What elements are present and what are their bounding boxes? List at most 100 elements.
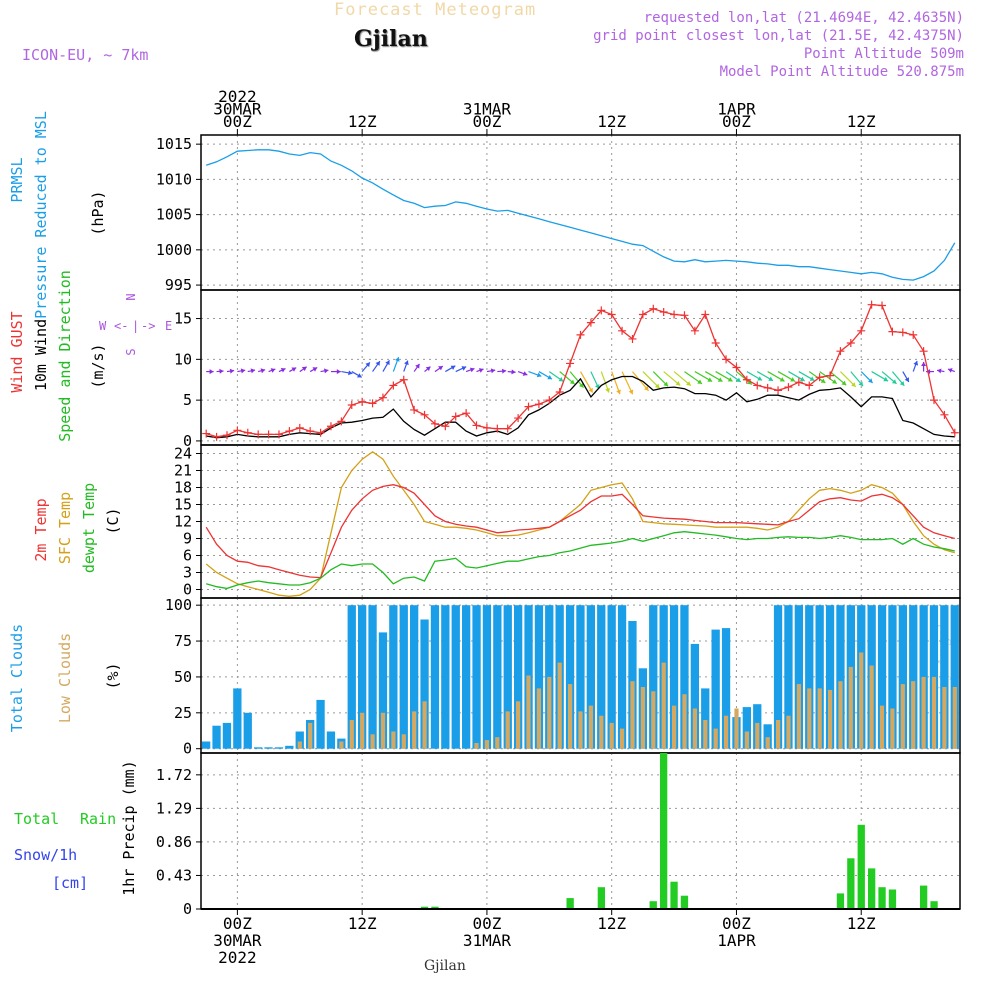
wind-arrow-head <box>579 382 584 388</box>
wind-gust-marker <box>326 422 335 431</box>
low-cloud-bar <box>401 734 406 749</box>
total-cloud-bar <box>649 605 658 749</box>
low-cloud-bar <box>786 715 791 749</box>
total-cloud-bar <box>763 724 772 749</box>
low-cloud-bar <box>495 737 500 749</box>
wind-arrow-head <box>240 368 246 374</box>
total-cloud-bar <box>347 605 356 749</box>
y-tick-label-wind: 0 <box>183 432 192 450</box>
wind-arrow-head <box>425 366 431 372</box>
panel-frame-pressure <box>200 134 961 291</box>
wind-arrow-head <box>250 368 256 374</box>
wind-gust-marker <box>347 401 356 410</box>
wind-arrow-head <box>219 368 224 374</box>
wind-gust-marker <box>888 327 897 336</box>
precip-total-label: Total <box>14 810 59 828</box>
time-tick-label-top: 00Z <box>472 112 501 131</box>
wind-gust-marker <box>742 375 751 384</box>
pressure-label-long: Pressure Reduced to MSL <box>32 111 50 319</box>
wind-gust-marker <box>389 381 398 390</box>
y-tick-label-temperature: 24 <box>174 445 192 463</box>
y-tick-label-clouds: 100 <box>165 596 192 614</box>
wind-arrow-head <box>790 377 795 382</box>
wind-gust-marker <box>243 428 252 437</box>
wind-arrow-head <box>937 368 942 374</box>
total-cloud-bar <box>514 605 523 749</box>
wind-gust-marker <box>212 432 221 441</box>
y-tick-label-pressure: 1000 <box>156 241 192 259</box>
wind-direction-label: Speed and Direction <box>56 270 74 442</box>
low-cloud-bar <box>692 708 697 749</box>
wind-gust-marker <box>649 304 658 313</box>
wind-arrow-head <box>348 370 353 376</box>
wind-arrow-head <box>511 369 516 375</box>
wind-arrow <box>579 371 594 393</box>
wind-gust-marker <box>753 381 762 390</box>
compass-arrow-left: <- <box>114 319 128 333</box>
wind-gust-marker <box>763 383 772 392</box>
low-cloud-bar <box>890 708 895 749</box>
wind-gust-marker <box>576 330 585 339</box>
wind-gust-line <box>206 304 956 438</box>
low-cloud-bar <box>859 652 864 749</box>
y-tick-label-temperature: 6 <box>183 547 192 565</box>
total-cloud-bar <box>877 605 887 749</box>
wind-gust-marker <box>441 422 450 431</box>
y-tick-label-clouds: 25 <box>174 704 192 722</box>
compass-west: W <box>99 319 107 333</box>
pressure-unit: (hPa) <box>89 190 107 235</box>
y-tick-label-precip: 0.86 <box>156 833 192 851</box>
wind-gust-marker <box>399 375 408 384</box>
total-cloud-bar <box>274 747 284 749</box>
wind-gust-marker <box>493 424 502 433</box>
wind-arrow-head <box>891 379 897 384</box>
wind-gust-marker <box>378 393 387 402</box>
wind-arrow-head <box>209 369 214 375</box>
wind-gust-marker <box>410 405 419 414</box>
wind-arrow-head <box>858 381 863 387</box>
grid-point-coords: grid point closest lon,lat (21.5E, 42.43… <box>593 28 964 44</box>
total-cloud-bar <box>711 629 720 749</box>
wind-arrow-head <box>291 367 297 372</box>
total-cloud-bar <box>420 619 429 749</box>
total-cloud-bar <box>784 605 793 749</box>
low-cloud-bar <box>952 687 957 749</box>
rain-bar <box>420 906 429 909</box>
wind-gust-marker <box>930 396 939 405</box>
wind-gust-marker <box>638 310 647 319</box>
y-tick-label-clouds: 0 <box>183 740 192 758</box>
total-cloud-bar <box>690 643 699 749</box>
y-tick-label-wind: 15 <box>174 310 192 328</box>
wind-arrow-head <box>450 365 456 370</box>
time-tick-label-bottom: 12Z <box>597 914 626 933</box>
y-tick-label-wind: 5 <box>183 391 192 409</box>
wind-arrow-head <box>799 376 805 382</box>
low-cloud-bar <box>807 688 812 749</box>
wind-arrow-head <box>832 379 837 384</box>
rain-bar <box>566 898 574 909</box>
wind-gust-marker <box>628 334 637 343</box>
wind-arrow-head <box>595 384 600 389</box>
rain-bar <box>597 887 605 909</box>
total-cloud-bar <box>503 605 512 749</box>
wind-gust-marker <box>680 311 689 320</box>
sfc-temp-label: SFC Temp <box>56 492 74 564</box>
wind-arrow-head <box>394 357 400 362</box>
total-cloud-bar <box>805 605 814 749</box>
wind-gust-marker <box>586 318 595 327</box>
wind-gust-marker <box>950 428 959 437</box>
wind-arrow-head <box>851 382 856 387</box>
wind-arrow-head <box>312 367 318 372</box>
low-cloud-bar <box>942 687 947 749</box>
rain-bar <box>670 881 678 909</box>
dewpt-temp-label: dewpt Temp <box>80 483 98 573</box>
low-cloud-bar <box>360 712 365 749</box>
time-tick-label-bottom: 1APR <box>717 931 756 950</box>
wind-arrow-head <box>736 377 741 382</box>
total-cloud-bar <box>222 722 232 749</box>
total-cloud-bar <box>202 741 211 749</box>
low-cloud-bar <box>630 681 635 749</box>
low-cloud-bar <box>921 676 926 749</box>
precip-unit: 1hr Precip (mm) <box>120 760 138 895</box>
